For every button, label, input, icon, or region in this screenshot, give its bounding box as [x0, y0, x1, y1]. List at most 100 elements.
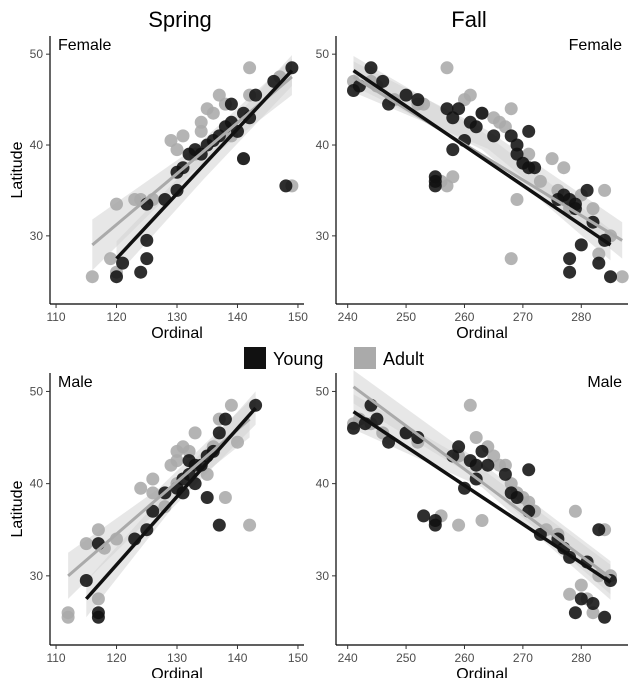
- young-point: [580, 183, 594, 197]
- young-point: [116, 256, 130, 270]
- adult-fit-line: [352, 385, 612, 579]
- adult-point: [592, 247, 606, 261]
- adult-point: [134, 481, 148, 495]
- adult-ci-band: [353, 61, 623, 259]
- young-point: [563, 265, 577, 279]
- young-point: [212, 518, 226, 532]
- y-tick-label: 50: [316, 47, 330, 61]
- panel-label: Male: [58, 374, 93, 391]
- young-point: [568, 606, 582, 620]
- young-point: [364, 61, 378, 75]
- x-tick-label: 110: [46, 651, 65, 665]
- adult-point: [194, 124, 208, 138]
- adult-point: [504, 102, 518, 116]
- adult-point: [146, 486, 160, 500]
- x-axis-title: Ordinal: [151, 325, 203, 342]
- young-point: [563, 252, 577, 266]
- young-point: [200, 491, 214, 504]
- x-axis-title: Ordinal: [456, 666, 508, 678]
- y-tick-label: 30: [316, 229, 330, 243]
- young-point: [212, 426, 226, 440]
- young-point: [522, 463, 536, 477]
- young-point: [574, 238, 588, 252]
- young-point: [237, 152, 250, 166]
- spring-male-panel: 110 120 130 140 150 30 40 50 Ordinal Latitude Male: [9, 373, 308, 678]
- legend-label-adult: Adult: [383, 349, 424, 369]
- young-point: [498, 467, 512, 481]
- young-point: [574, 592, 588, 606]
- adult-point: [110, 197, 123, 211]
- young-point: [452, 440, 466, 454]
- young-point: [417, 509, 431, 523]
- young-point: [411, 431, 425, 444]
- y-tick-label: 40: [316, 138, 330, 152]
- adult-point: [615, 270, 629, 284]
- panel-label: Female: [569, 37, 622, 54]
- x-tick-label: 280: [571, 310, 591, 324]
- legend: Young Adult: [244, 347, 424, 369]
- young-point: [347, 421, 360, 435]
- young-point: [469, 120, 483, 134]
- adult-point: [463, 88, 477, 102]
- adult-point: [85, 270, 99, 284]
- young-point: [522, 124, 536, 138]
- adult-point: [79, 537, 93, 551]
- young-point: [376, 74, 390, 88]
- y-tick-label: 50: [30, 384, 44, 398]
- x-tick-label: 240: [338, 310, 358, 324]
- young-point: [370, 412, 384, 426]
- x-tick-label: 260: [454, 651, 474, 665]
- y-axis-title: Latitude: [9, 480, 26, 537]
- x-tick-label: 150: [288, 310, 308, 324]
- adult-point: [231, 435, 244, 449]
- x-tick-label: 250: [396, 651, 416, 665]
- column-title-spring: Spring: [148, 7, 212, 32]
- adult-point: [568, 504, 582, 518]
- young-point: [475, 106, 489, 120]
- column-title-fall: Fall: [451, 7, 486, 32]
- young-point: [110, 270, 123, 284]
- adult-point: [463, 398, 477, 412]
- adult-point: [188, 426, 202, 440]
- x-tick-label: 250: [396, 310, 416, 324]
- adult-point: [170, 143, 184, 157]
- x-tick-label: 270: [513, 651, 533, 665]
- young-point: [140, 252, 154, 266]
- young-point: [481, 458, 495, 472]
- y-tick-label: 30: [316, 569, 330, 583]
- young-point: [428, 518, 442, 532]
- adult-point: [194, 115, 208, 129]
- panel-label: Female: [58, 37, 111, 54]
- x-tick-label: 270: [513, 310, 533, 324]
- young-point: [475, 444, 489, 458]
- fall-male-panel: 240 250 260 270 280 30 40 50 Ordinal Male: [316, 370, 628, 678]
- adult-point: [452, 518, 466, 532]
- adult-point: [475, 514, 489, 527]
- young-point: [218, 412, 232, 426]
- adult-point: [200, 467, 214, 481]
- young-fit-line: [84, 406, 257, 601]
- y-tick-label: 50: [30, 47, 44, 61]
- young-point: [446, 143, 460, 157]
- adult-point: [574, 578, 588, 592]
- young-fit-line: [352, 410, 612, 584]
- young-point: [224, 97, 238, 111]
- x-tick-label: 130: [167, 310, 187, 324]
- adult-point: [446, 170, 460, 184]
- adult-point: [545, 152, 559, 166]
- adult-point: [243, 61, 257, 75]
- young-point: [279, 179, 293, 193]
- young-point: [411, 93, 425, 107]
- adult-point: [206, 106, 220, 120]
- adult-point: [563, 587, 577, 601]
- young-point: [285, 61, 299, 75]
- adult-point: [510, 193, 524, 206]
- adult-point: [522, 495, 536, 509]
- adult-fit-line: [352, 75, 623, 242]
- y-tick-label: 50: [316, 384, 330, 398]
- young-point: [249, 88, 263, 102]
- young-point: [592, 523, 606, 537]
- adult-point: [218, 491, 232, 504]
- young-point: [170, 183, 184, 197]
- adult-point: [224, 398, 238, 412]
